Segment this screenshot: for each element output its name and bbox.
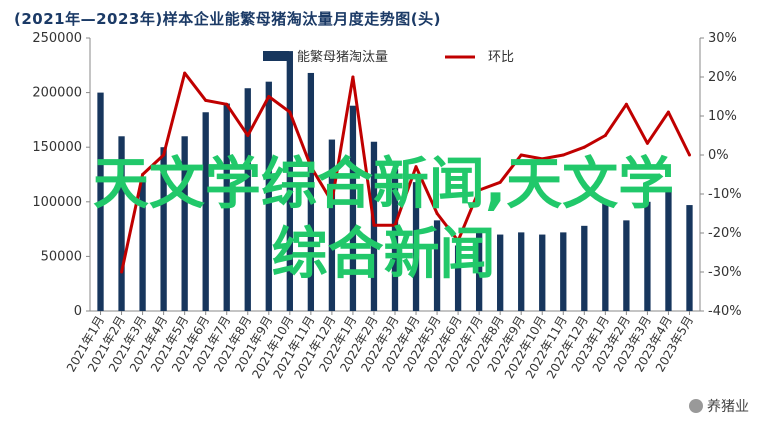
y-left-tick-label: 100000 xyxy=(32,195,82,210)
bar xyxy=(686,205,693,311)
line-point xyxy=(414,165,418,169)
y-right-tick-label: 10% xyxy=(708,109,737,124)
line-point xyxy=(603,134,607,137)
bar xyxy=(265,81,272,312)
bar xyxy=(560,232,567,311)
line-point xyxy=(246,134,250,137)
source-mark: 养猪业 xyxy=(689,396,749,416)
y-left-tick-label: 200000 xyxy=(32,86,82,101)
bar xyxy=(454,245,462,311)
bar xyxy=(518,232,525,311)
y-left-tick-label: 150000 xyxy=(32,140,82,155)
line-point xyxy=(582,145,586,149)
legend-bar-label: 能繁母猪淘汰量 xyxy=(297,49,388,65)
bar xyxy=(475,229,483,311)
source-mark-label: 养猪业 xyxy=(707,399,749,415)
bar xyxy=(202,112,209,311)
legend-line-label: 环比 xyxy=(488,50,514,65)
y-left-tick-label: 0 xyxy=(74,304,82,319)
line-point xyxy=(624,102,628,106)
line-point xyxy=(519,153,523,157)
line-point xyxy=(372,223,376,227)
y-left-tick-label: 50000 xyxy=(41,249,82,264)
line-point xyxy=(540,157,544,161)
y-right-tick-label: 0% xyxy=(708,148,729,163)
bar xyxy=(433,220,441,311)
line-point xyxy=(267,95,271,98)
line-point xyxy=(288,110,292,114)
bar xyxy=(97,92,104,311)
y-right-tick-label: -30% xyxy=(708,265,742,280)
legend: 能繁母猪淘汰量 环比 xyxy=(263,49,514,65)
line-point xyxy=(225,102,229,106)
bar xyxy=(286,51,293,311)
bar xyxy=(665,187,672,311)
line-point xyxy=(687,153,691,157)
line-point xyxy=(435,212,439,215)
y-right-tick-label: 20% xyxy=(708,70,737,85)
bar xyxy=(602,201,609,311)
bar xyxy=(139,179,146,311)
line-point xyxy=(477,188,481,192)
y-left-tick-label: 250000 xyxy=(32,31,82,46)
bar xyxy=(223,103,230,312)
line-point xyxy=(666,110,670,114)
bar xyxy=(539,234,546,311)
line-point xyxy=(309,165,313,169)
line-point xyxy=(561,153,565,157)
line-point xyxy=(393,223,397,227)
bar xyxy=(623,220,630,311)
bar xyxy=(181,136,188,311)
line-point xyxy=(330,200,334,204)
line-layer xyxy=(120,71,691,274)
bar xyxy=(581,225,588,311)
y-right-tick-label: -10% xyxy=(708,187,742,202)
bar xyxy=(497,234,504,311)
bar xyxy=(391,169,399,311)
y-right-tick-label: 30% xyxy=(708,31,737,46)
bar xyxy=(412,182,420,311)
bar xyxy=(244,88,251,312)
bars-layer xyxy=(97,51,693,312)
chart-title: (2021年—2023年)样本企业能繁母猪淘汰量月度走势图(头) xyxy=(14,10,441,28)
line-point xyxy=(498,180,502,184)
x-axis-labels: 2021年1月2021年2月2021年3月2021年4月2021年5月2021年… xyxy=(64,314,696,381)
bar xyxy=(328,139,336,311)
line-point xyxy=(456,239,460,243)
line-series xyxy=(120,71,691,273)
line-point xyxy=(351,75,355,79)
line-point xyxy=(645,141,649,145)
bar xyxy=(160,147,167,311)
bar xyxy=(644,201,651,311)
y-right-tick-label: -40% xyxy=(708,304,742,319)
legend-bar-swatch xyxy=(263,51,289,61)
line-point xyxy=(120,270,124,274)
line-point xyxy=(162,153,166,157)
y-right-tick-label: -20% xyxy=(708,226,742,241)
bar xyxy=(349,105,357,311)
line-point xyxy=(204,98,208,102)
axes-layer: 0 50000 100000 150000 200000 250000 -40% -30% -2… xyxy=(32,31,741,319)
bar xyxy=(118,136,125,311)
bar xyxy=(307,72,315,311)
line-point xyxy=(141,173,145,176)
line-point xyxy=(183,71,187,75)
wechat-icon xyxy=(689,399,703,413)
